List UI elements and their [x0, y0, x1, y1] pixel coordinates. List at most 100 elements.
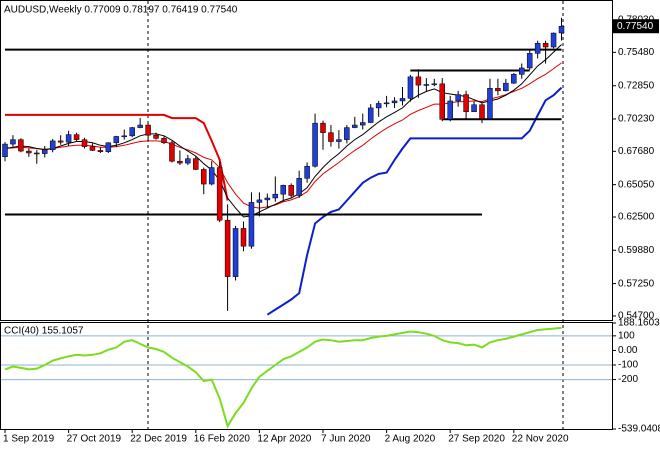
x-tick-label: 22 Nov 2020 [512, 434, 569, 445]
candle-body [145, 124, 151, 136]
candle-body [42, 149, 48, 154]
candle-body [320, 122, 326, 133]
candle-body [558, 25, 565, 34]
cci-title: CCI(40) 155.1057 [4, 326, 84, 337]
candle-body [2, 143, 8, 158]
candle-body [503, 82, 509, 92]
x-tick-label: 27 Oct 2019 [67, 434, 122, 445]
candle-body [137, 124, 143, 128]
candle-body [367, 107, 374, 123]
y-tick-label: 0.57250 [618, 278, 655, 289]
candle-body [18, 139, 24, 152]
candle-body [526, 53, 533, 69]
candle-body [113, 136, 120, 144]
x-tick-label: 1 Sep 2019 [3, 434, 55, 445]
y-tick-label: 0.70230 [618, 114, 655, 125]
candle-body [89, 146, 96, 151]
y-tick-label: -539.0408 [618, 424, 660, 435]
candle-body [105, 142, 112, 152]
candle-body [439, 83, 445, 120]
candle-body [169, 142, 175, 162]
candle-body [447, 100, 453, 120]
candle-body [97, 150, 104, 152]
overlay-line [5, 113, 229, 201]
candle-body [415, 76, 422, 86]
candle-body [10, 139, 16, 145]
x-tick-label: 2 Aug 2020 [385, 434, 436, 445]
y-tick-label: 100 [618, 330, 635, 341]
y-tick-label: 0.62500 [618, 212, 655, 223]
y-tick-label: 0.72850 [618, 80, 655, 91]
candle-body [201, 169, 207, 185]
candle-body [177, 160, 183, 164]
x-tick-label: 22 Dec 2019 [130, 434, 187, 445]
price-frame [0, 0, 613, 321]
candle-body [471, 104, 477, 112]
candle-body [423, 84, 430, 86]
candle-body [153, 134, 159, 139]
y-tick-label: 188.1603 [618, 318, 660, 329]
candle-body [542, 42, 549, 48]
candle-body [550, 32, 557, 48]
y-tick-label: 0.59880 [618, 245, 655, 256]
overlay-line [266, 86, 563, 316]
candle-body [73, 134, 80, 140]
y-tick-label: 0.54700 [618, 311, 655, 322]
candle-body [129, 127, 135, 137]
y-tick-label: 0.67680 [618, 146, 655, 157]
candle-body [511, 74, 517, 84]
candle-body [216, 167, 223, 221]
candle-body [193, 158, 199, 170]
y-tick-label: 0.65050 [618, 179, 655, 190]
candle-body [264, 197, 271, 201]
candle-body [383, 102, 390, 105]
candle-body [479, 104, 485, 119]
candle-body [208, 167, 215, 185]
current-price-box [613, 19, 659, 34]
y-tick-label: 0.00 [618, 345, 638, 356]
candle-body [336, 139, 342, 142]
x-tick-label: 12 Apr 2020 [257, 434, 311, 445]
candle-body [352, 124, 358, 128]
candle-body [328, 132, 334, 142]
candle-body [391, 100, 398, 104]
candle-body [26, 150, 32, 154]
candle-body [375, 103, 382, 109]
candle-body [272, 193, 279, 199]
y-tick-label: -200 [618, 374, 638, 385]
candle-body [296, 178, 302, 196]
candle-body [495, 88, 501, 92]
candle-body [519, 67, 525, 75]
candle-body [455, 94, 461, 102]
candle-body [344, 127, 350, 140]
candle-body [232, 228, 239, 277]
price-title: AUDUSD,Weekly 0.77009 0.78197 0.76419 0.… [4, 5, 238, 16]
candle-body [81, 139, 88, 147]
y-tick-label: 0.75480 [618, 47, 655, 58]
candle-body [240, 228, 247, 247]
candle-body [248, 202, 255, 247]
candle-body [65, 134, 72, 143]
candle-body [161, 138, 167, 144]
candle-body [487, 88, 493, 119]
candle-body [121, 135, 127, 138]
candle-body [534, 42, 541, 54]
y-tick-label: -100 [618, 360, 638, 371]
candle-body [49, 140, 56, 151]
candle-body [288, 185, 294, 196]
cci-line [4, 326, 562, 429]
cci-frame [0, 322, 613, 430]
candle-body [399, 98, 406, 102]
candle-body [304, 166, 310, 179]
candle-body [280, 185, 286, 195]
candle-body [312, 122, 318, 167]
candle-body [185, 158, 191, 164]
candle-body [360, 122, 366, 126]
candle-body [34, 152, 40, 155]
x-tick-label: 7 Jun 2020 [321, 434, 371, 445]
candle-body [407, 76, 414, 99]
candle-body [224, 219, 231, 277]
